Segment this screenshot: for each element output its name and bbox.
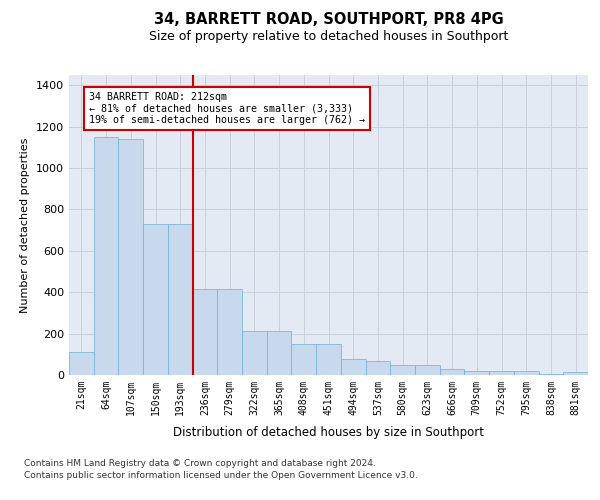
- Bar: [489, 372, 514, 375]
- Bar: [539, 374, 563, 375]
- Bar: [365, 360, 390, 375]
- Bar: [464, 372, 489, 375]
- Bar: [217, 289, 242, 375]
- Text: Contains HM Land Registry data © Crown copyright and database right 2024.: Contains HM Land Registry data © Crown c…: [24, 460, 376, 468]
- Text: Size of property relative to detached houses in Southport: Size of property relative to detached ho…: [149, 30, 508, 43]
- Bar: [514, 372, 539, 375]
- Bar: [193, 289, 217, 375]
- Bar: [316, 344, 341, 375]
- Bar: [118, 139, 143, 375]
- Y-axis label: Number of detached properties: Number of detached properties: [20, 138, 31, 312]
- Text: 34 BARRETT ROAD: 212sqm
← 81% of detached houses are smaller (3,333)
19% of semi: 34 BARRETT ROAD: 212sqm ← 81% of detache…: [89, 92, 365, 125]
- Bar: [69, 352, 94, 375]
- Bar: [292, 344, 316, 375]
- Bar: [440, 369, 464, 375]
- Text: 34, BARRETT ROAD, SOUTHPORT, PR8 4PG: 34, BARRETT ROAD, SOUTHPORT, PR8 4PG: [154, 12, 503, 28]
- Bar: [94, 137, 118, 375]
- Bar: [563, 372, 588, 375]
- Text: Contains public sector information licensed under the Open Government Licence v3: Contains public sector information licen…: [24, 472, 418, 480]
- Bar: [341, 360, 365, 375]
- Bar: [143, 224, 168, 375]
- Bar: [390, 364, 415, 375]
- Bar: [242, 330, 267, 375]
- Bar: [168, 224, 193, 375]
- Bar: [267, 330, 292, 375]
- Text: Distribution of detached houses by size in Southport: Distribution of detached houses by size …: [173, 426, 484, 439]
- Bar: [415, 364, 440, 375]
